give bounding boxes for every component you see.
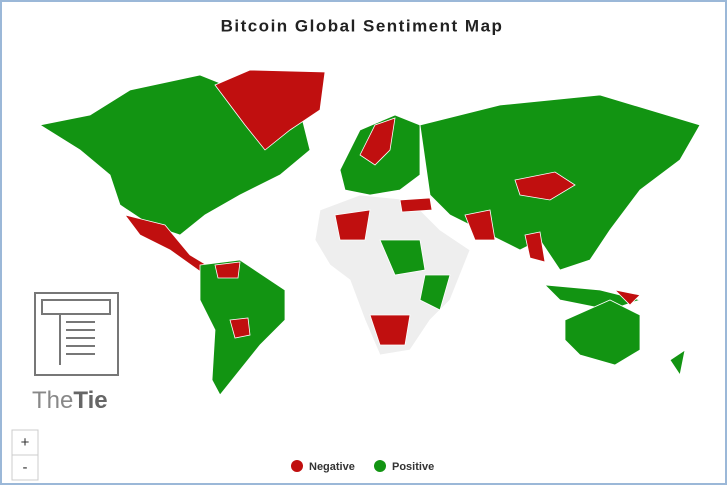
australia <box>564 299 641 366</box>
middle-east <box>464 209 496 241</box>
bolivia <box>229 317 251 339</box>
zoom-in[interactable]: + <box>11 429 39 456</box>
zoom-out[interactable]: - <box>11 454 39 481</box>
legend-marker[interactable] <box>374 460 386 472</box>
myanmar <box>524 231 546 263</box>
map-title: Bitcoin Global Sentiment Map <box>221 16 504 35</box>
west-africa <box>334 209 371 241</box>
zoom-out-button[interactable] <box>11 454 39 481</box>
legend-label[interactable]: Negative <box>309 461 355 473</box>
logo-frame <box>34 292 119 376</box>
papua-new-guinea <box>613 289 641 306</box>
logo-prefix: The <box>32 387 73 414</box>
zoom-out-label[interactable]: - <box>23 459 28 476</box>
scandinavia <box>359 117 396 166</box>
turkey <box>399 197 433 213</box>
zoom-in-button[interactable] <box>11 429 39 456</box>
logo-suffix: Tie <box>73 387 107 414</box>
southern-africa <box>369 314 411 346</box>
legend: Negative Positive <box>291 460 434 473</box>
new-zealand <box>669 349 686 377</box>
logo-text: TheTie <box>32 387 108 414</box>
legend-label[interactable]: Positive <box>392 461 434 473</box>
logo <box>34 292 119 376</box>
east-africa <box>419 274 451 311</box>
world-map <box>38 69 701 396</box>
central-africa <box>379 239 426 276</box>
legend-marker[interactable] <box>291 460 303 472</box>
logo-bar <box>41 299 111 315</box>
zoom-in-label[interactable]: + <box>21 434 30 451</box>
mongolia <box>514 171 576 201</box>
venezuela <box>214 261 241 279</box>
greenland <box>214 69 326 151</box>
